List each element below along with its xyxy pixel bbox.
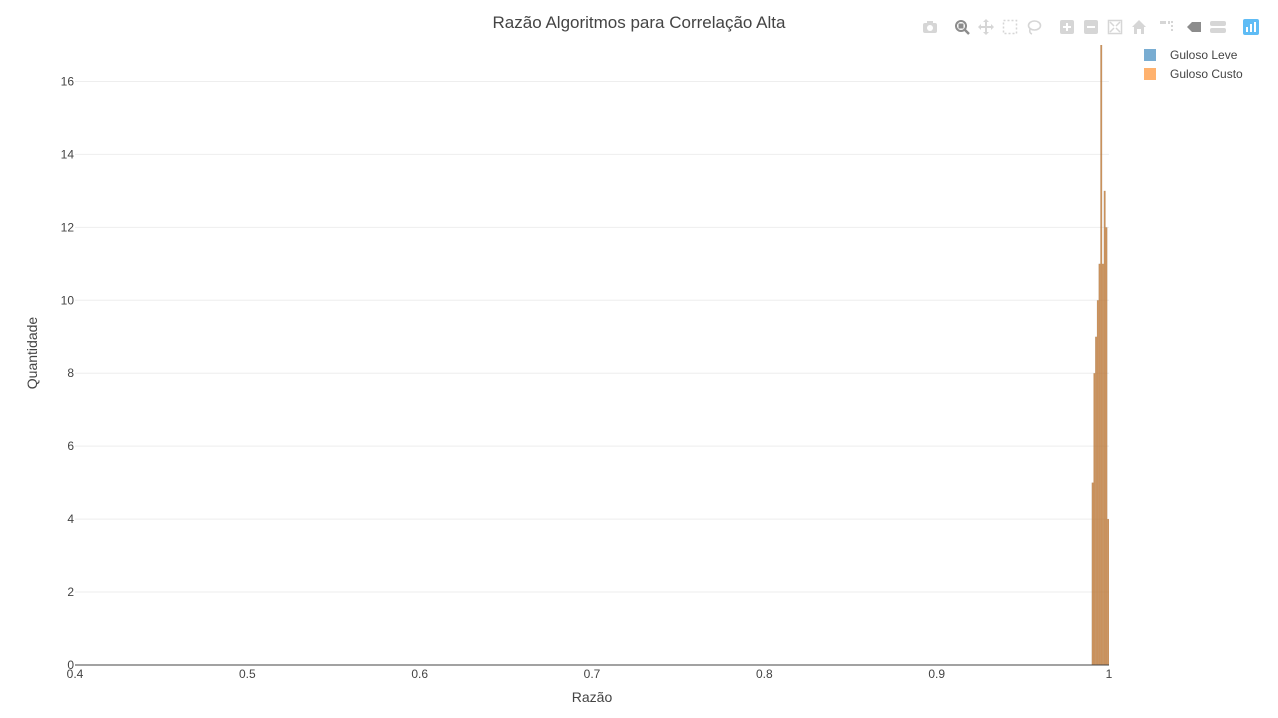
box-select-icon[interactable] xyxy=(1000,16,1020,38)
bar-guloso-custo[interactable] xyxy=(1100,45,1103,665)
x-tick-label: 0.9 xyxy=(928,667,945,681)
spike-lines-icon[interactable] xyxy=(1157,16,1177,38)
y-tick-label: 4 xyxy=(67,512,74,526)
zoom-icon[interactable] xyxy=(952,16,972,38)
bars[interactable] xyxy=(1091,45,1109,665)
bar-guloso-custo[interactable] xyxy=(1095,336,1097,665)
camera-icon[interactable] xyxy=(920,16,940,38)
y-tick-label: 10 xyxy=(61,293,75,307)
reset-axes-icon[interactable] xyxy=(1129,16,1149,38)
y-tick-label: 14 xyxy=(61,147,75,161)
modebar xyxy=(920,16,1265,38)
legend-swatch[interactable] xyxy=(1144,68,1156,80)
y-tick-label: 2 xyxy=(67,585,74,599)
x-ticks: 0.4 0.5 0.6 0.7 0.8 0.9 1 xyxy=(67,667,1113,681)
grid-lines xyxy=(75,80,1109,593)
bar-guloso-custo[interactable] xyxy=(1105,227,1108,665)
y-tick-label: 12 xyxy=(61,220,75,234)
y-tick-label: 6 xyxy=(67,439,74,453)
y-tick-label: 8 xyxy=(67,366,74,380)
plotly-logo-icon[interactable] xyxy=(1241,16,1261,38)
bar-guloso-custo[interactable] xyxy=(1103,190,1106,665)
hover-compare-icon[interactable] xyxy=(1208,16,1228,38)
x-tick-label: 0.7 xyxy=(584,667,601,681)
x-axis-title: Razão xyxy=(572,689,613,705)
legend-swatch[interactable] xyxy=(1144,49,1156,61)
pan-icon[interactable] xyxy=(976,16,996,38)
legend-label[interactable]: Guloso Leve xyxy=(1170,48,1238,62)
autoscale-icon[interactable] xyxy=(1105,16,1125,38)
bar-guloso-custo[interactable] xyxy=(1107,519,1109,665)
legend[interactable]: Guloso Leve Guloso Custo xyxy=(1144,48,1243,81)
zoom-out-icon[interactable] xyxy=(1081,16,1101,38)
bar-guloso-custo[interactable] xyxy=(1093,373,1096,665)
y-axis-title: Quantidade xyxy=(24,317,40,390)
chart-title: Razão Algoritmos para Correlação Alta xyxy=(493,13,786,32)
y-tick-label: 0 xyxy=(67,658,74,672)
bar-guloso-custo[interactable] xyxy=(1098,263,1101,665)
x-tick-label: 0.8 xyxy=(756,667,773,681)
y-ticks: 0 2 4 6 8 10 12 14 16 xyxy=(61,74,75,672)
zoom-in-icon[interactable] xyxy=(1057,16,1077,38)
x-tick-label: 0.4 xyxy=(67,667,84,681)
bar-guloso-custo[interactable] xyxy=(1102,263,1104,665)
bar-guloso-custo[interactable] xyxy=(1091,482,1094,665)
x-tick-label: 0.5 xyxy=(239,667,256,681)
bar-guloso-custo[interactable] xyxy=(1096,300,1099,665)
legend-label[interactable]: Guloso Custo xyxy=(1170,67,1243,81)
y-tick-label: 16 xyxy=(61,74,75,88)
lasso-icon[interactable] xyxy=(1024,16,1044,38)
x-tick-label: 0.6 xyxy=(411,667,428,681)
x-tick-label: 1 xyxy=(1106,667,1113,681)
hover-closest-icon[interactable] xyxy=(1184,16,1204,38)
